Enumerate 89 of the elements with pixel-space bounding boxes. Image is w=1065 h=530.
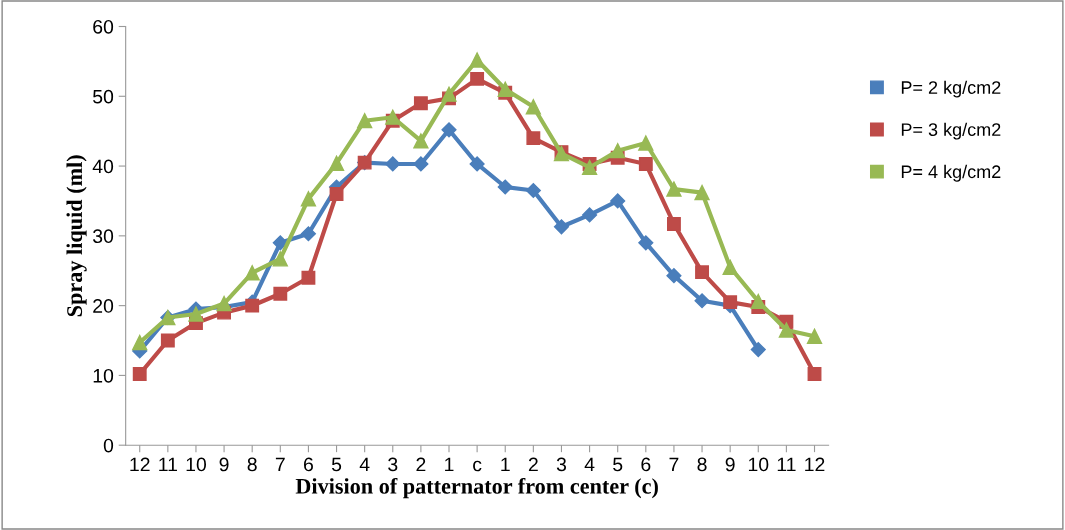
x-tick-label: 10 bbox=[748, 457, 769, 472]
x-tick-label: 9 bbox=[219, 457, 229, 472]
point bbox=[694, 184, 710, 201]
x-tick-label: 4 bbox=[584, 457, 595, 472]
x-tick-label: 9 bbox=[725, 457, 735, 472]
x-tick-label: 11 bbox=[159, 457, 177, 472]
point bbox=[695, 265, 709, 280]
y-tick-label: 20 bbox=[93, 299, 114, 313]
x-tick-label: 2 bbox=[528, 457, 538, 472]
point bbox=[526, 131, 541, 146]
point bbox=[357, 113, 373, 129]
y-tick-label: 10 bbox=[93, 368, 114, 383]
x-tick-label: 1 bbox=[445, 457, 454, 472]
x-tick-label: 12 bbox=[130, 457, 150, 472]
point bbox=[385, 109, 401, 125]
point bbox=[300, 191, 317, 207]
y-tick-label: 50 bbox=[93, 89, 114, 104]
point bbox=[722, 259, 738, 275]
point bbox=[610, 193, 626, 209]
x-tick-label: c bbox=[473, 460, 482, 472]
point bbox=[216, 295, 232, 312]
x-tick-label: 8 bbox=[247, 457, 257, 472]
point bbox=[132, 334, 148, 351]
x-tick-label: 4 bbox=[359, 457, 370, 472]
point bbox=[666, 268, 682, 284]
legend-label: P= 3 kg/cm2 bbox=[901, 122, 1001, 140]
point bbox=[806, 328, 823, 344]
point bbox=[778, 322, 795, 338]
point bbox=[329, 187, 344, 201]
point bbox=[638, 157, 653, 171]
point bbox=[750, 342, 766, 358]
x-tick-label: 3 bbox=[388, 457, 398, 472]
x-tick-label: 12 bbox=[805, 457, 825, 472]
point bbox=[694, 293, 710, 309]
point bbox=[301, 270, 316, 285]
point bbox=[525, 182, 541, 199]
point bbox=[666, 217, 681, 231]
x-tick-label: 2 bbox=[416, 457, 426, 472]
point bbox=[750, 293, 766, 310]
x-tick-label: 5 bbox=[331, 457, 342, 472]
point bbox=[132, 367, 147, 381]
legend-label: P= 4 kg/cm2 bbox=[901, 164, 1001, 182]
point bbox=[244, 265, 260, 281]
point bbox=[497, 81, 513, 97]
point bbox=[723, 295, 738, 310]
x-tick-label: 10 bbox=[186, 457, 207, 472]
point bbox=[638, 135, 654, 151]
y-tick-label: 30 bbox=[92, 229, 114, 244]
point bbox=[807, 367, 822, 381]
point bbox=[273, 286, 288, 301]
point bbox=[581, 159, 598, 176]
point bbox=[272, 251, 288, 267]
point bbox=[666, 181, 682, 197]
point bbox=[441, 86, 457, 102]
x-tick-label: 7 bbox=[275, 457, 285, 472]
x-tick-label: 11 bbox=[777, 457, 796, 472]
point bbox=[441, 122, 457, 138]
point bbox=[385, 156, 401, 172]
point bbox=[525, 99, 541, 115]
point bbox=[328, 155, 345, 171]
point bbox=[469, 156, 485, 172]
legend-label: P= 2 kg/cm2 bbox=[901, 80, 1001, 98]
point bbox=[497, 179, 513, 195]
y-tick-label: 40 bbox=[92, 159, 114, 174]
point bbox=[188, 306, 204, 322]
x-tick-label: 8 bbox=[697, 457, 707, 472]
point bbox=[469, 52, 485, 68]
x-tick-label: 7 bbox=[669, 457, 679, 472]
x-tick-label: 5 bbox=[613, 457, 623, 472]
point bbox=[413, 156, 429, 172]
point bbox=[300, 226, 316, 242]
point bbox=[638, 235, 654, 251]
x-tick-label: 6 bbox=[304, 457, 313, 472]
point bbox=[413, 96, 428, 111]
x-tick-label: 3 bbox=[556, 457, 567, 472]
point bbox=[413, 133, 429, 149]
x-axis-title: Division of patternator from center (c) bbox=[295, 477, 658, 499]
y-tick-label: 60 bbox=[93, 19, 114, 34]
point bbox=[245, 298, 260, 313]
x-tick-label: 6 bbox=[641, 457, 651, 472]
point bbox=[553, 219, 570, 235]
point bbox=[160, 333, 175, 348]
y-axis-title: Spray liquid (ml) bbox=[66, 155, 87, 317]
y-tick-label: 0 bbox=[103, 438, 114, 453]
x-tick-label: 1 bbox=[501, 457, 510, 472]
point bbox=[582, 207, 598, 223]
point bbox=[610, 143, 626, 159]
point bbox=[272, 235, 288, 251]
point bbox=[470, 71, 485, 86]
